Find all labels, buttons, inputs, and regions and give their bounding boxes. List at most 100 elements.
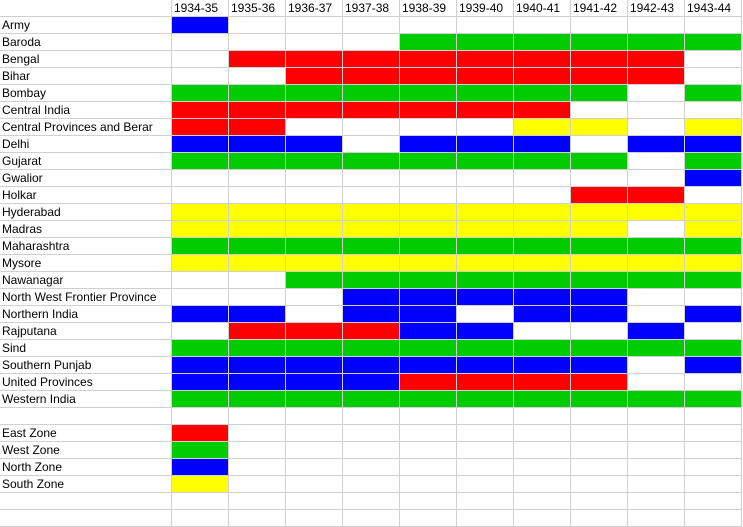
colored-cell — [514, 204, 571, 221]
colored-cell — [400, 102, 457, 119]
blank-cell — [628, 459, 685, 476]
colored-cell — [685, 306, 742, 323]
blank-cell — [514, 442, 571, 459]
blank-cell — [628, 493, 685, 510]
blank-cell — [400, 510, 457, 527]
colored-cell — [514, 68, 571, 85]
empty-cell — [172, 323, 229, 340]
colored-cell — [685, 221, 742, 238]
colored-cell — [628, 323, 685, 340]
empty-cell — [343, 17, 400, 34]
legend-swatch — [172, 459, 229, 476]
colored-cell — [514, 85, 571, 102]
colored-cell — [514, 119, 571, 136]
colored-cell — [400, 374, 457, 391]
colored-cell — [229, 391, 286, 408]
blank-cell — [514, 476, 571, 493]
blank-cell — [457, 493, 514, 510]
row-label: North West Frontier Province — [0, 289, 172, 306]
colored-cell — [457, 34, 514, 51]
blank-cell — [628, 510, 685, 527]
colored-cell — [400, 51, 457, 68]
colored-cell — [286, 153, 343, 170]
blank-cell — [0, 408, 172, 425]
blank-cell — [571, 442, 628, 459]
colored-cell — [628, 391, 685, 408]
colored-cell — [229, 323, 286, 340]
column-header: 1939-40 — [457, 0, 514, 17]
colored-cell — [400, 34, 457, 51]
colored-cell — [229, 238, 286, 255]
row-label: Army — [0, 17, 172, 34]
colored-cell — [571, 255, 628, 272]
colored-cell — [286, 374, 343, 391]
row-label: Rajputana — [0, 323, 172, 340]
row-label: Bihar — [0, 68, 172, 85]
colored-cell — [343, 221, 400, 238]
colored-cell — [571, 221, 628, 238]
empty-cell — [286, 119, 343, 136]
colored-cell — [229, 357, 286, 374]
blank-cell — [343, 459, 400, 476]
colored-cell — [343, 153, 400, 170]
row-label: Northern India — [0, 306, 172, 323]
blank-cell — [229, 476, 286, 493]
colored-cell — [229, 85, 286, 102]
colored-cell — [229, 136, 286, 153]
row-label: Sind — [0, 340, 172, 357]
blank-cell — [514, 425, 571, 442]
colored-cell — [514, 221, 571, 238]
colored-cell — [571, 289, 628, 306]
colored-cell — [514, 34, 571, 51]
colored-cell — [571, 238, 628, 255]
colored-cell — [400, 340, 457, 357]
colored-cell — [457, 272, 514, 289]
empty-cell — [457, 119, 514, 136]
colored-cell — [457, 136, 514, 153]
empty-cell — [400, 17, 457, 34]
colored-cell — [343, 323, 400, 340]
empty-cell — [229, 289, 286, 306]
colored-cell — [628, 272, 685, 289]
row-label: Delhi — [0, 136, 172, 153]
column-header: 1938-39 — [400, 0, 457, 17]
blank-cell — [343, 476, 400, 493]
empty-cell — [628, 221, 685, 238]
blank-cell — [457, 408, 514, 425]
colored-cell — [685, 153, 742, 170]
empty-cell — [628, 119, 685, 136]
colored-cell — [400, 306, 457, 323]
row-label: Holkar — [0, 187, 172, 204]
colored-cell — [286, 391, 343, 408]
legend-swatch — [172, 476, 229, 493]
empty-cell — [229, 170, 286, 187]
colored-cell — [457, 289, 514, 306]
empty-cell — [685, 289, 742, 306]
empty-cell — [172, 68, 229, 85]
colored-cell — [457, 391, 514, 408]
colored-cell — [685, 340, 742, 357]
empty-cell — [571, 323, 628, 340]
empty-cell — [628, 102, 685, 119]
colored-cell — [286, 102, 343, 119]
blank-cell — [571, 459, 628, 476]
colored-cell — [514, 51, 571, 68]
blank-cell — [571, 476, 628, 493]
empty-cell — [685, 187, 742, 204]
colored-cell — [457, 374, 514, 391]
colored-cell — [400, 85, 457, 102]
empty-cell — [571, 136, 628, 153]
column-header: 1936-37 — [286, 0, 343, 17]
colored-cell — [571, 34, 628, 51]
colored-cell — [514, 374, 571, 391]
colored-cell — [172, 340, 229, 357]
empty-cell — [286, 187, 343, 204]
column-header: 1941-42 — [571, 0, 628, 17]
blank-cell — [400, 442, 457, 459]
colored-cell — [343, 102, 400, 119]
colored-cell — [514, 289, 571, 306]
empty-cell — [628, 306, 685, 323]
colored-cell — [343, 68, 400, 85]
colored-cell — [400, 391, 457, 408]
